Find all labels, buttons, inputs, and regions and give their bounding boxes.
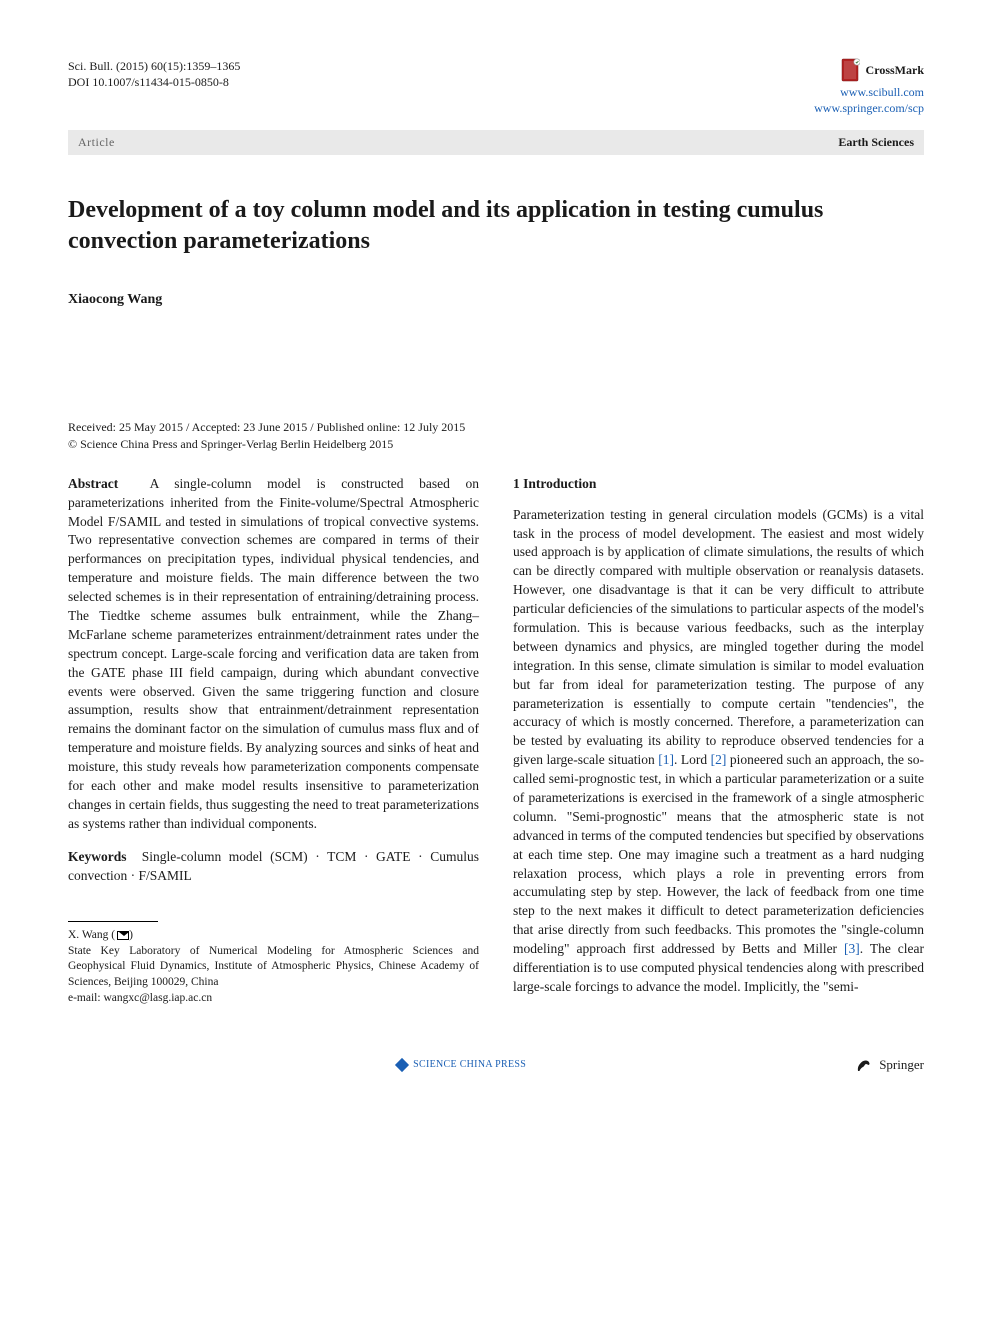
article-banner: Article Earth Sciences xyxy=(68,130,924,155)
intro-text-3: pioneered such an approach, the so-calle… xyxy=(513,752,924,956)
header-right: CrossMark www.scibull.com www.springer.c… xyxy=(814,58,924,116)
intro-paragraph: Parameterization testing in general circ… xyxy=(513,506,924,997)
springer-badge: Springer xyxy=(855,1056,924,1074)
keywords-block: Keywords Single-column model (SCM) · TCM… xyxy=(68,848,479,886)
crossmark-badge[interactable]: CrossMark xyxy=(814,58,924,82)
header-row: Sci. Bull. (2015) 60(15):1359–1365 DOI 1… xyxy=(68,58,924,116)
copyright: © Science China Press and Springer-Verla… xyxy=(68,436,924,453)
site-link-1[interactable]: www.scibull.com xyxy=(840,85,924,99)
received-accepted-published: Received: 25 May 2015 / Accepted: 23 Jun… xyxy=(68,419,924,436)
scp-label: SCIENCE CHINA PRESS xyxy=(413,1058,526,1072)
affiliation-divider xyxy=(68,921,158,922)
envelope-icon xyxy=(117,931,129,940)
springer-horse-icon xyxy=(855,1056,873,1074)
author-email: wangxc@lasg.iap.ac.cn xyxy=(103,992,212,1004)
keywords-label: Keywords xyxy=(68,849,127,864)
right-column: 1 Introduction Parameterization testing … xyxy=(513,475,924,1006)
keywords-text: Single-column model (SCM) · TCM · GATE ·… xyxy=(68,849,479,883)
scp-diamond-icon xyxy=(395,1058,409,1072)
article-dates: Received: 25 May 2015 / Accepted: 23 Jun… xyxy=(68,419,924,453)
intro-text-1: Parameterization testing in general circ… xyxy=(513,507,924,768)
corresponding-author: X. Wang xyxy=(68,929,108,941)
springer-label: Springer xyxy=(879,1056,924,1074)
crossmark-icon xyxy=(840,58,860,82)
citation-ref-2[interactable]: [2] xyxy=(711,752,727,767)
site-link-2[interactable]: www.springer.com/scp xyxy=(814,101,924,115)
abstract-text: A single-column model is constructed bas… xyxy=(68,476,479,831)
two-column-body: Abstract A single-column model is constr… xyxy=(68,475,924,1006)
citation-ref-1[interactable]: [1] xyxy=(658,752,674,767)
crossmark-label: CrossMark xyxy=(866,62,924,78)
affiliation-block: X. Wang () State Key Laboratory of Numer… xyxy=(68,928,479,1006)
article-type: Article xyxy=(78,134,115,151)
citation-ref-3[interactable]: [3] xyxy=(844,941,860,956)
intro-text-2: . Lord xyxy=(674,752,711,767)
discipline: Earth Sciences xyxy=(838,134,914,151)
abstract-block: Abstract A single-column model is constr… xyxy=(68,475,479,834)
doi: DOI 10.1007/s11434-015-0850-8 xyxy=(68,74,240,90)
science-china-press-badge: SCIENCE CHINA PRESS xyxy=(397,1058,526,1072)
email-label: e-mail: xyxy=(68,992,101,1004)
section-heading-intro: 1 Introduction xyxy=(513,475,924,494)
article-title: Development of a toy column model and it… xyxy=(68,195,924,257)
page-footer: SCIENCE CHINA PRESS Springer xyxy=(0,1046,992,1104)
abstract-label: Abstract xyxy=(68,476,118,491)
affiliation-address: State Key Laboratory of Numerical Modeli… xyxy=(68,944,479,991)
introduction-body: Parameterization testing in general circ… xyxy=(513,506,924,997)
author-list: Xiaocong Wang xyxy=(68,290,924,310)
journal-citation: Sci. Bull. (2015) 60(15):1359–1365 xyxy=(68,58,240,74)
left-column: Abstract A single-column model is constr… xyxy=(68,475,479,1006)
journal-info: Sci. Bull. (2015) 60(15):1359–1365 DOI 1… xyxy=(68,58,240,90)
